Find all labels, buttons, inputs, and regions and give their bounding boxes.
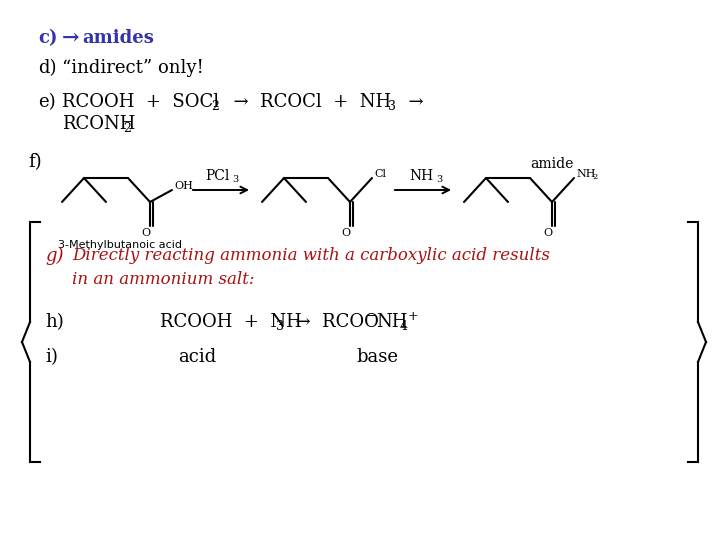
Text: 2: 2 bbox=[123, 123, 131, 136]
Text: O: O bbox=[341, 228, 351, 238]
Text: amides: amides bbox=[82, 29, 154, 47]
Text: →: → bbox=[397, 93, 423, 111]
Text: →  RCOCl  +  NH: → RCOCl + NH bbox=[222, 93, 391, 111]
Text: +: + bbox=[408, 309, 418, 322]
Text: acid: acid bbox=[178, 348, 216, 366]
Text: 4: 4 bbox=[400, 321, 408, 334]
Text: 3-Methylbutanoic acid: 3-Methylbutanoic acid bbox=[58, 240, 182, 250]
Text: f): f) bbox=[28, 153, 42, 171]
Text: RCOOH  +  NH: RCOOH + NH bbox=[160, 313, 302, 331]
Text: Cl: Cl bbox=[374, 169, 386, 179]
Text: 3: 3 bbox=[232, 176, 238, 185]
Text: 2: 2 bbox=[211, 100, 219, 113]
Text: 3: 3 bbox=[388, 100, 396, 113]
Text: RCONH: RCONH bbox=[62, 115, 135, 133]
Text: NH: NH bbox=[376, 313, 408, 331]
Text: PCl: PCl bbox=[204, 169, 229, 183]
Text: h): h) bbox=[45, 313, 64, 331]
Text: amide: amide bbox=[531, 157, 574, 171]
Text: in an ammonium salt:: in an ammonium salt: bbox=[72, 271, 254, 287]
Text: O: O bbox=[141, 228, 150, 238]
Text: →: → bbox=[62, 28, 79, 48]
Text: i): i) bbox=[45, 348, 58, 366]
Text: RCOOH  +  SOCl: RCOOH + SOCl bbox=[62, 93, 219, 111]
Text: −: − bbox=[366, 309, 377, 322]
Text: “indirect” only!: “indirect” only! bbox=[62, 59, 204, 77]
Text: base: base bbox=[356, 348, 398, 366]
Text: Directly reacting ammonia with a carboxylic acid results: Directly reacting ammonia with a carboxy… bbox=[72, 247, 550, 265]
Text: NH: NH bbox=[576, 169, 595, 179]
Text: g): g) bbox=[45, 247, 63, 265]
Text: O: O bbox=[544, 228, 552, 238]
Text: d): d) bbox=[38, 59, 56, 77]
Text: e): e) bbox=[38, 93, 55, 111]
Text: 3: 3 bbox=[436, 176, 442, 185]
Text: 2: 2 bbox=[592, 173, 598, 181]
Text: OH: OH bbox=[174, 181, 193, 191]
Text: 3: 3 bbox=[276, 321, 284, 334]
Text: c): c) bbox=[38, 29, 58, 47]
Text: NH: NH bbox=[409, 169, 433, 183]
Text: →  RCOO: → RCOO bbox=[284, 313, 379, 331]
